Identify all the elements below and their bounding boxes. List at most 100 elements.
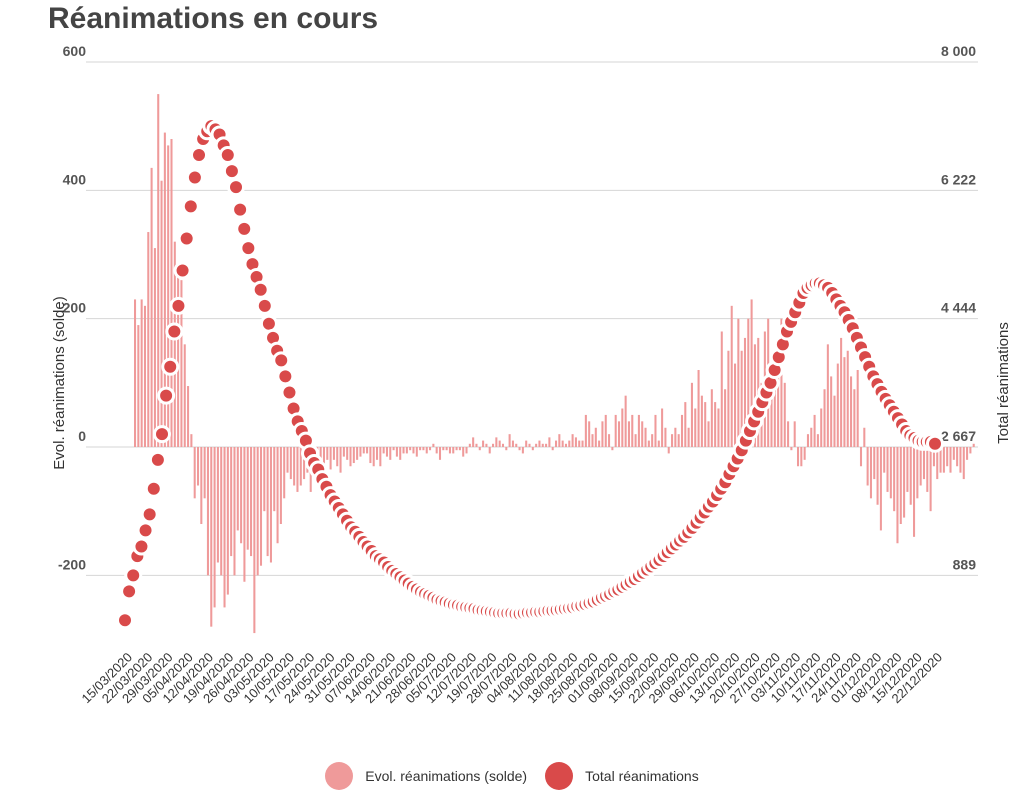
bar (843, 357, 846, 447)
legend-item-dots[interactable]: Total réanimations (545, 762, 699, 790)
bar (903, 447, 906, 518)
bar (876, 447, 879, 505)
bar (866, 447, 869, 486)
data-point (222, 162, 241, 181)
bar (409, 447, 412, 451)
bar (541, 443, 544, 447)
bar (518, 447, 521, 451)
data-point (227, 178, 246, 197)
bar (893, 447, 896, 512)
bar (187, 386, 190, 447)
right-y-axis: 8 000 6 222 4 444 2 667 889 (941, 43, 976, 572)
bar (647, 440, 650, 447)
bar (256, 447, 259, 576)
bar (352, 447, 355, 464)
legend-item-bars[interactable]: Evol. réanimations (solde) (325, 762, 527, 790)
legend-label-dots: Total réanimations (585, 768, 699, 784)
bar-series (134, 94, 975, 634)
bar (279, 447, 282, 524)
bar (134, 299, 137, 447)
bar (392, 447, 395, 451)
bar (535, 443, 538, 447)
bar (863, 427, 866, 447)
bar (322, 447, 326, 473)
bar (259, 447, 263, 566)
bar (385, 447, 388, 457)
bar (389, 447, 392, 460)
bar (850, 376, 853, 447)
legend-swatch-dots (545, 762, 574, 790)
bar (372, 447, 375, 467)
bar (816, 434, 819, 447)
bar (289, 447, 292, 480)
bar (273, 447, 276, 512)
bar (873, 447, 876, 480)
bar (956, 447, 959, 467)
bar (495, 437, 498, 447)
bar (710, 389, 713, 447)
bar (163, 132, 166, 448)
bar (661, 408, 664, 447)
bar (405, 447, 408, 454)
y-tick-label-right: 2 667 (941, 428, 976, 444)
bar (233, 447, 236, 576)
bar (472, 437, 475, 447)
data-point (157, 386, 176, 405)
data-point (136, 521, 155, 540)
bar (830, 376, 833, 447)
bar (475, 443, 478, 447)
bar (737, 318, 740, 447)
bar (581, 440, 584, 447)
bar (170, 139, 173, 447)
bar (339, 447, 342, 473)
bar (568, 440, 571, 447)
bar (525, 440, 528, 447)
bar (773, 382, 776, 447)
bar (296, 447, 299, 492)
bar (614, 414, 617, 447)
bar (743, 337, 747, 447)
bar (730, 305, 733, 447)
bar (548, 437, 551, 447)
y-tick-label-left: -200 (58, 556, 86, 572)
bar (366, 447, 369, 454)
bar (153, 248, 156, 447)
bar (399, 447, 402, 460)
data-point (926, 434, 944, 453)
bar (269, 447, 272, 563)
bar (286, 447, 289, 473)
bar (946, 447, 949, 467)
data-point (272, 351, 291, 370)
bar (250, 447, 253, 557)
legend-label-bars: Evol. réanimations (solde) (365, 768, 528, 784)
data-point (185, 168, 204, 187)
bar (690, 382, 693, 447)
bar (173, 241, 176, 447)
bar (462, 447, 465, 457)
bar (203, 447, 206, 499)
bar (147, 232, 150, 447)
bar (724, 389, 727, 447)
data-point (235, 219, 254, 238)
bar (840, 337, 843, 447)
bar (734, 363, 737, 447)
bar (505, 447, 508, 451)
bar (498, 440, 501, 447)
bar (777, 337, 780, 447)
bar (435, 447, 438, 454)
y-tick-label-left: 400 (63, 171, 87, 187)
bar (617, 421, 621, 447)
bar (588, 421, 591, 447)
bar (671, 434, 674, 447)
bar (326, 447, 329, 460)
data-point (255, 296, 274, 315)
bar (654, 414, 657, 447)
y-tick-label-right: 8 000 (941, 43, 976, 59)
data-point (173, 261, 192, 280)
bar (346, 447, 349, 460)
bar (515, 443, 518, 447)
data-point (181, 197, 200, 216)
bar (492, 443, 495, 447)
bar (750, 299, 753, 447)
bar (263, 447, 266, 512)
